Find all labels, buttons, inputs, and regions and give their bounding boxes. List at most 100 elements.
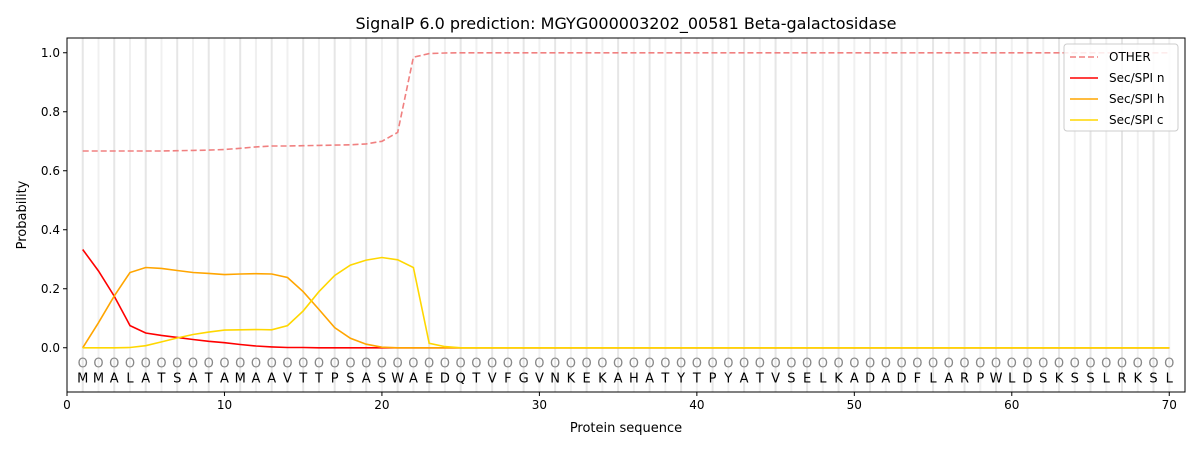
position-marker: O <box>849 357 859 372</box>
x-tick-label: 10 <box>217 398 232 412</box>
position-marker: O <box>345 357 355 372</box>
position-marker: O <box>786 357 796 372</box>
residue-label: S <box>346 371 354 386</box>
position-marker: O <box>912 357 922 372</box>
position-marker: O <box>156 357 166 372</box>
position-marker: O <box>865 357 875 372</box>
residue-label: T <box>471 371 480 386</box>
residue-label: F <box>504 371 511 386</box>
y-axis-label: Probability <box>15 180 30 249</box>
position-marker: O <box>707 357 717 372</box>
position-marker: O <box>1101 357 1111 372</box>
residue-label: A <box>189 371 198 386</box>
y-tick-label: 0.0 <box>41 341 60 355</box>
residue-label: D <box>1023 371 1033 386</box>
residue-label: T <box>692 371 701 386</box>
y-tick-label: 0.6 <box>41 164 60 178</box>
position-marker: O <box>377 357 387 372</box>
position-marker: O <box>566 357 576 372</box>
x-axis-label: Protein sequence <box>570 421 682 436</box>
residue-label: D <box>440 371 450 386</box>
residue-label: S <box>1071 371 1079 386</box>
residue-label: F <box>914 371 921 386</box>
position-marker: O <box>204 357 214 372</box>
residue-label: T <box>314 371 323 386</box>
position-marker: O <box>582 357 592 372</box>
position-marker: O <box>440 357 450 372</box>
residue-label: L <box>819 371 827 386</box>
position-marker: O <box>975 357 985 372</box>
residue-label: V <box>771 371 780 386</box>
x-tick-label: 70 <box>1162 398 1177 412</box>
legend-label: Sec/SPI h <box>1109 92 1164 106</box>
residue-label: S <box>378 371 386 386</box>
position-marker: O <box>755 357 765 372</box>
position-marker: O <box>881 357 891 372</box>
position-marker: O <box>282 357 292 372</box>
position-marker: O <box>1007 357 1017 372</box>
residue-label: A <box>645 371 654 386</box>
position-marker: O <box>109 357 119 372</box>
residue-label: Y <box>676 371 685 386</box>
position-marker: O <box>172 357 182 372</box>
residue-label: S <box>1149 371 1157 386</box>
residue-label: M <box>77 371 88 386</box>
residue-label: L <box>1103 371 1111 386</box>
residue-label: K <box>834 371 843 386</box>
position-marker: O <box>676 357 686 372</box>
series-line-sec-spi-n <box>82 249 1170 349</box>
residue-label: K <box>567 371 576 386</box>
position-marker: O <box>219 357 229 372</box>
residue-label: L <box>126 371 134 386</box>
residue-label: T <box>660 371 669 386</box>
position-marker: O <box>1133 357 1143 372</box>
residue-label: K <box>598 371 607 386</box>
residue-label: A <box>267 371 276 386</box>
residue-label: P <box>331 371 339 386</box>
residue-label: N <box>550 371 560 386</box>
position-marker: O <box>503 357 513 372</box>
position-marker: O <box>629 357 639 372</box>
residue-label: V <box>283 371 292 386</box>
position-marker: O <box>692 357 702 372</box>
residue-label: E <box>583 371 591 386</box>
x-tick-label: 50 <box>847 398 862 412</box>
position-marker: O <box>1085 357 1095 372</box>
residue-label: G <box>519 371 529 386</box>
residue-label: P <box>976 371 984 386</box>
plot-frame <box>66 37 1186 393</box>
position-marker: O <box>739 357 749 372</box>
series-line-sec-spi-h <box>82 266 1170 349</box>
position-marker: O <box>408 357 418 372</box>
position-marker: O <box>928 357 938 372</box>
residue-label: S <box>1039 371 1047 386</box>
position-marker: O <box>330 357 340 372</box>
position-marker: O <box>833 357 843 372</box>
residue-label: M <box>235 371 246 386</box>
residue-label: A <box>850 371 859 386</box>
residue-label: P <box>709 371 717 386</box>
position-marker: O <box>1117 357 1127 372</box>
residue-label: A <box>881 371 890 386</box>
residue-label: E <box>425 371 433 386</box>
position-marker: O <box>424 357 434 372</box>
position-marker: O <box>188 357 198 372</box>
position-marker: O <box>770 357 780 372</box>
position-marker: O <box>959 357 969 372</box>
position-marker: O <box>1148 357 1158 372</box>
position-marker: O <box>597 357 607 372</box>
position-marker: O <box>818 357 828 372</box>
position-marker: O <box>1164 357 1174 372</box>
residue-label: A <box>110 371 119 386</box>
position-marker: O <box>944 357 954 372</box>
position-marker: O <box>645 357 655 372</box>
residue-label: D <box>865 371 875 386</box>
residue-label: M <box>93 371 104 386</box>
position-marker: O <box>1070 357 1080 372</box>
position-marker: O <box>723 357 733 372</box>
residue-label: W <box>391 371 404 386</box>
position-marker: O <box>660 357 670 372</box>
series-line-other <box>82 51 1170 152</box>
residue-label: S <box>173 371 181 386</box>
x-tick-label: 20 <box>374 398 389 412</box>
